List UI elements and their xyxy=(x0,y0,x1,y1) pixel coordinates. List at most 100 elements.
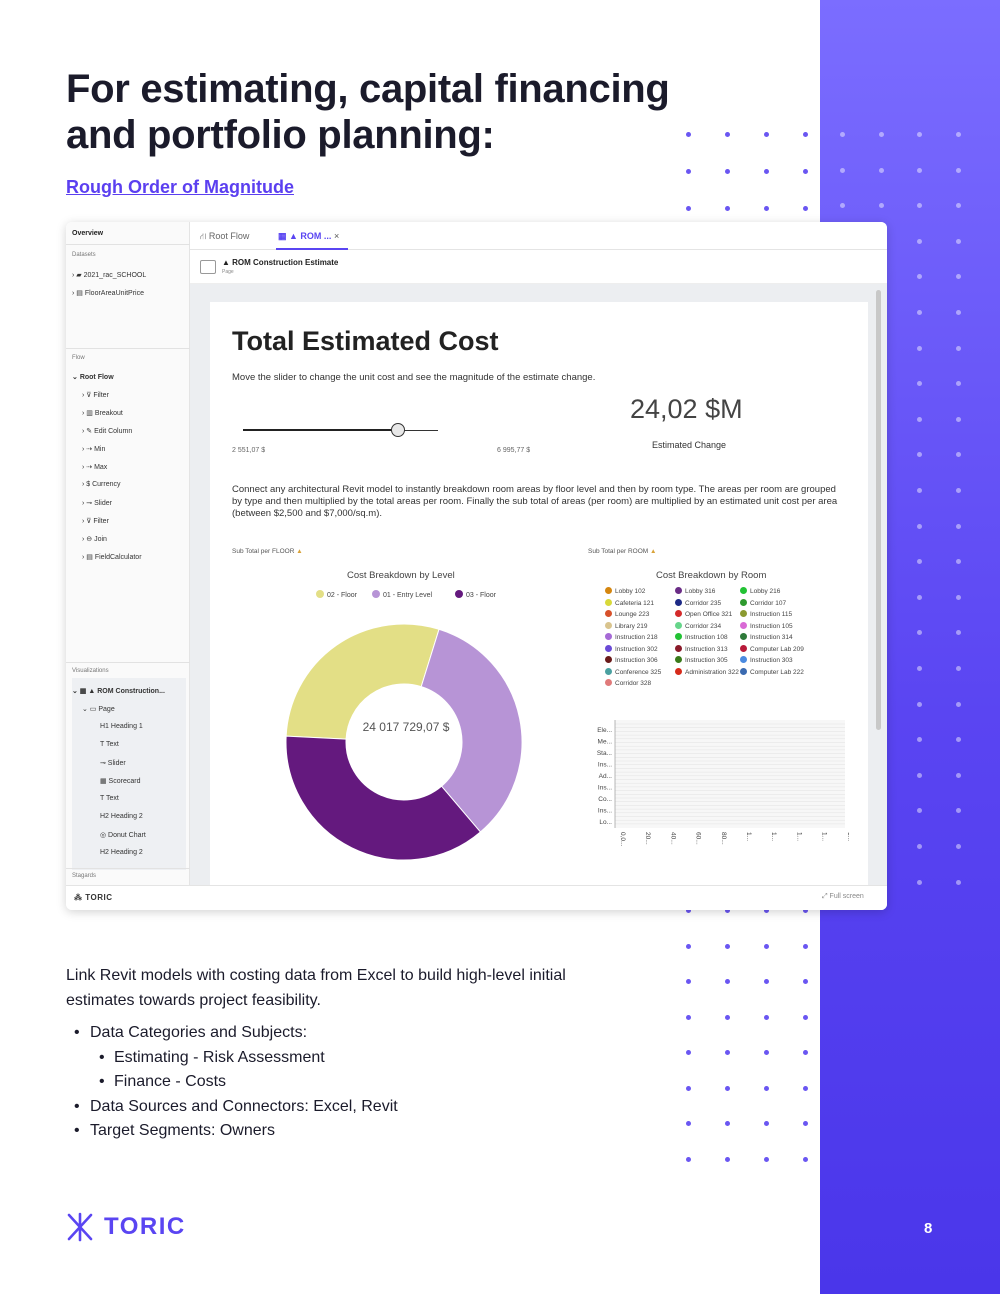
vis-component-item[interactable]: H1 Heading 1 xyxy=(100,723,143,730)
legend-swatch xyxy=(372,590,380,598)
donut-legend-item: 03 - Floor xyxy=(455,590,496,599)
vis-root-item[interactable]: ⌄ ▦ ▲ ROM Construction... xyxy=(72,688,165,695)
pattern-dot xyxy=(803,1156,808,1162)
pattern-dot xyxy=(955,488,961,493)
pattern-dot xyxy=(955,594,961,600)
flow-step-item[interactable]: › ⊽ Filter xyxy=(82,392,109,399)
sidebar-overview-title: Overview xyxy=(72,230,104,237)
x-tick-label: 1... xyxy=(795,832,802,841)
pattern-dot xyxy=(955,274,961,280)
flow-step-item[interactable]: › ✎ Edit Column xyxy=(82,428,133,435)
room-legend-item: Computer Lab 222 xyxy=(740,667,804,676)
pattern-dot xyxy=(686,979,691,984)
close-icon[interactable]: × xyxy=(333,231,340,241)
pattern-dot xyxy=(764,1121,769,1126)
pattern-dot xyxy=(725,132,730,137)
pattern-dot xyxy=(917,167,922,173)
pattern-dot xyxy=(803,206,808,211)
legend-swatch xyxy=(605,667,612,675)
vis-component-item[interactable]: ◎ Donut Chart xyxy=(100,832,146,839)
divider xyxy=(66,244,190,245)
pattern-dot xyxy=(764,943,769,949)
slider-min-label: 2 551,07 $ xyxy=(232,447,266,454)
pattern-dot xyxy=(764,1085,769,1091)
pattern-dot xyxy=(955,523,961,529)
scrollbar[interactable] xyxy=(876,290,881,730)
donut-slice[interactable] xyxy=(285,623,440,740)
report-canvas: Total Estimated Cost Move the slider to … xyxy=(190,284,887,885)
legend-swatch xyxy=(675,610,682,617)
legend-swatch xyxy=(740,598,747,606)
flow-step-item[interactable]: › ▤ FieldCalculator xyxy=(82,554,142,561)
pattern-dot xyxy=(955,737,961,743)
flow-step-item[interactable]: › $ Currency xyxy=(82,481,121,488)
dataset-item[interactable]: › ▰ 2021_rac_SCHOOL xyxy=(72,272,147,279)
x-tick-label: 1... xyxy=(821,832,828,841)
tab-root-flow[interactable]: ⛙ Root Flow xyxy=(200,231,250,241)
pattern-dot xyxy=(917,203,922,209)
x-tick-label: 1... xyxy=(745,832,752,841)
pattern-dot xyxy=(803,1121,808,1126)
room-legend-item: Instruction 313 xyxy=(675,644,728,653)
x-tick-label: 0,0... xyxy=(619,832,626,847)
vis-component-item[interactable]: ▦ Scorecard xyxy=(100,778,141,785)
legend-swatch xyxy=(675,644,682,652)
tab-rom[interactable]: ▦ ▲ ROM ... × xyxy=(278,231,340,241)
flow-step-item[interactable]: › ⇢ Min xyxy=(82,446,106,453)
donut-slice[interactable] xyxy=(285,735,482,861)
legend-swatch xyxy=(740,621,747,629)
pattern-dot xyxy=(917,844,922,849)
room-legend-item: Instruction 303 xyxy=(740,656,793,664)
pattern-dot xyxy=(917,701,922,707)
flow-step-item[interactable]: › ⊸ Slider xyxy=(82,500,112,507)
y-tick-label: Ele... xyxy=(597,727,612,734)
list-item: Data Sources and Connectors: Excel, Revi… xyxy=(66,1095,398,1120)
pattern-dot xyxy=(840,203,845,209)
flow-step-item[interactable]: › ⇢ Max xyxy=(82,464,108,471)
donut-slice[interactable] xyxy=(420,628,523,833)
flow-step-item[interactable]: › ⊖ Join xyxy=(82,536,107,543)
pattern-dot xyxy=(917,559,922,565)
vis-component-item[interactable]: T Text xyxy=(100,795,119,802)
fullscreen-button[interactable]: ⤢ Full screen xyxy=(822,893,864,900)
flow-label: Flow xyxy=(72,355,85,361)
pattern-dot xyxy=(955,844,961,849)
donut-legend-item: 02 - Floor xyxy=(316,590,357,599)
pattern-dot xyxy=(955,167,961,173)
vis-page-item[interactable]: ⌄ ▭ Page xyxy=(82,706,115,713)
room-legend-item: Computer Lab 209 xyxy=(740,644,804,653)
page-headline: For estimating, capital financing and po… xyxy=(66,66,706,158)
subheading-link[interactable]: Rough Order of Magnitude xyxy=(66,177,294,197)
report-page: Total Estimated Cost Move the slider to … xyxy=(210,302,868,885)
legend-swatch xyxy=(740,610,747,617)
vis-component-item[interactable]: T Text xyxy=(100,741,119,748)
donut-chart xyxy=(285,623,523,861)
x-tick-label: 20... xyxy=(644,832,651,845)
sidebar: Overview Datasets › ▰ 2021_rac_SCHOOL › … xyxy=(66,222,190,885)
page-header-subtitle: Page xyxy=(222,269,234,275)
room-legend-item: Administration 322 xyxy=(675,667,739,676)
pattern-dot xyxy=(803,1050,808,1055)
vis-component-item[interactable]: H2 Heading 2 xyxy=(100,849,143,856)
slider-thumb[interactable] xyxy=(391,423,405,437)
page-header-title: ▲ ROM Construction Estimate xyxy=(222,258,339,267)
legend-swatch xyxy=(740,587,747,594)
pattern-dot xyxy=(764,1014,769,1020)
vis-component-item[interactable]: ⊸ Slider xyxy=(100,760,126,767)
x-tick-label: 1... xyxy=(846,832,849,841)
room-bar-chart: Ele... Me... Sta... Ins... Ad... Ins... Co... I… xyxy=(597,720,849,847)
legend-swatch xyxy=(455,590,463,598)
root-flow-item[interactable]: ⌄ Root Flow xyxy=(72,374,114,381)
pattern-dot xyxy=(917,879,922,885)
legend-swatch xyxy=(740,656,747,663)
vis-component-item[interactable]: H2 Heading 2 xyxy=(100,813,143,820)
pattern-dot xyxy=(840,167,845,173)
visualizations-label: Visualizations xyxy=(72,668,109,674)
legend-swatch xyxy=(675,633,682,640)
flow-step-item[interactable]: › ▥ Breakout xyxy=(82,410,123,417)
room-legend-item: Lobby 102 xyxy=(605,587,645,595)
pattern-dot xyxy=(917,666,922,671)
dataset-item[interactable]: › ▤ FloorAreaUnitPrice xyxy=(72,290,144,297)
pattern-dot xyxy=(725,943,730,949)
flow-step-item[interactable]: › ⊽ Filter xyxy=(82,518,109,525)
